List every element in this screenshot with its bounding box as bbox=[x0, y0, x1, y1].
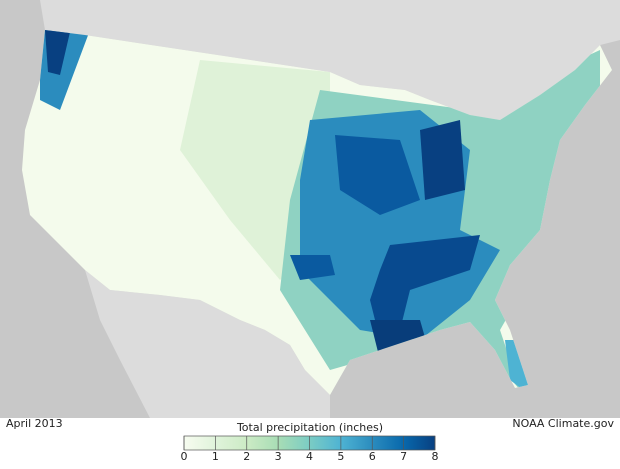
tick-label: 3 bbox=[275, 450, 282, 463]
date-label: April 2013 bbox=[6, 417, 63, 430]
tick-label: 1 bbox=[212, 450, 219, 463]
tick-label: 7 bbox=[400, 450, 407, 463]
region bbox=[420, 120, 465, 200]
region bbox=[370, 235, 480, 340]
tick-label: 2 bbox=[243, 450, 250, 463]
credit: NOAA Climate.gov bbox=[512, 417, 614, 430]
mexico bbox=[85, 270, 330, 418]
tick-label: 6 bbox=[369, 450, 376, 463]
tick-label: 5 bbox=[337, 450, 344, 463]
tick-label: 0 bbox=[181, 450, 188, 463]
tick-label: 4 bbox=[306, 450, 313, 463]
region bbox=[290, 255, 335, 280]
tick-label: 8 bbox=[432, 450, 439, 463]
region bbox=[45, 30, 70, 75]
legend-title: Total precipitation (inches) bbox=[236, 421, 383, 434]
canada bbox=[0, 0, 620, 120]
region bbox=[335, 135, 420, 215]
